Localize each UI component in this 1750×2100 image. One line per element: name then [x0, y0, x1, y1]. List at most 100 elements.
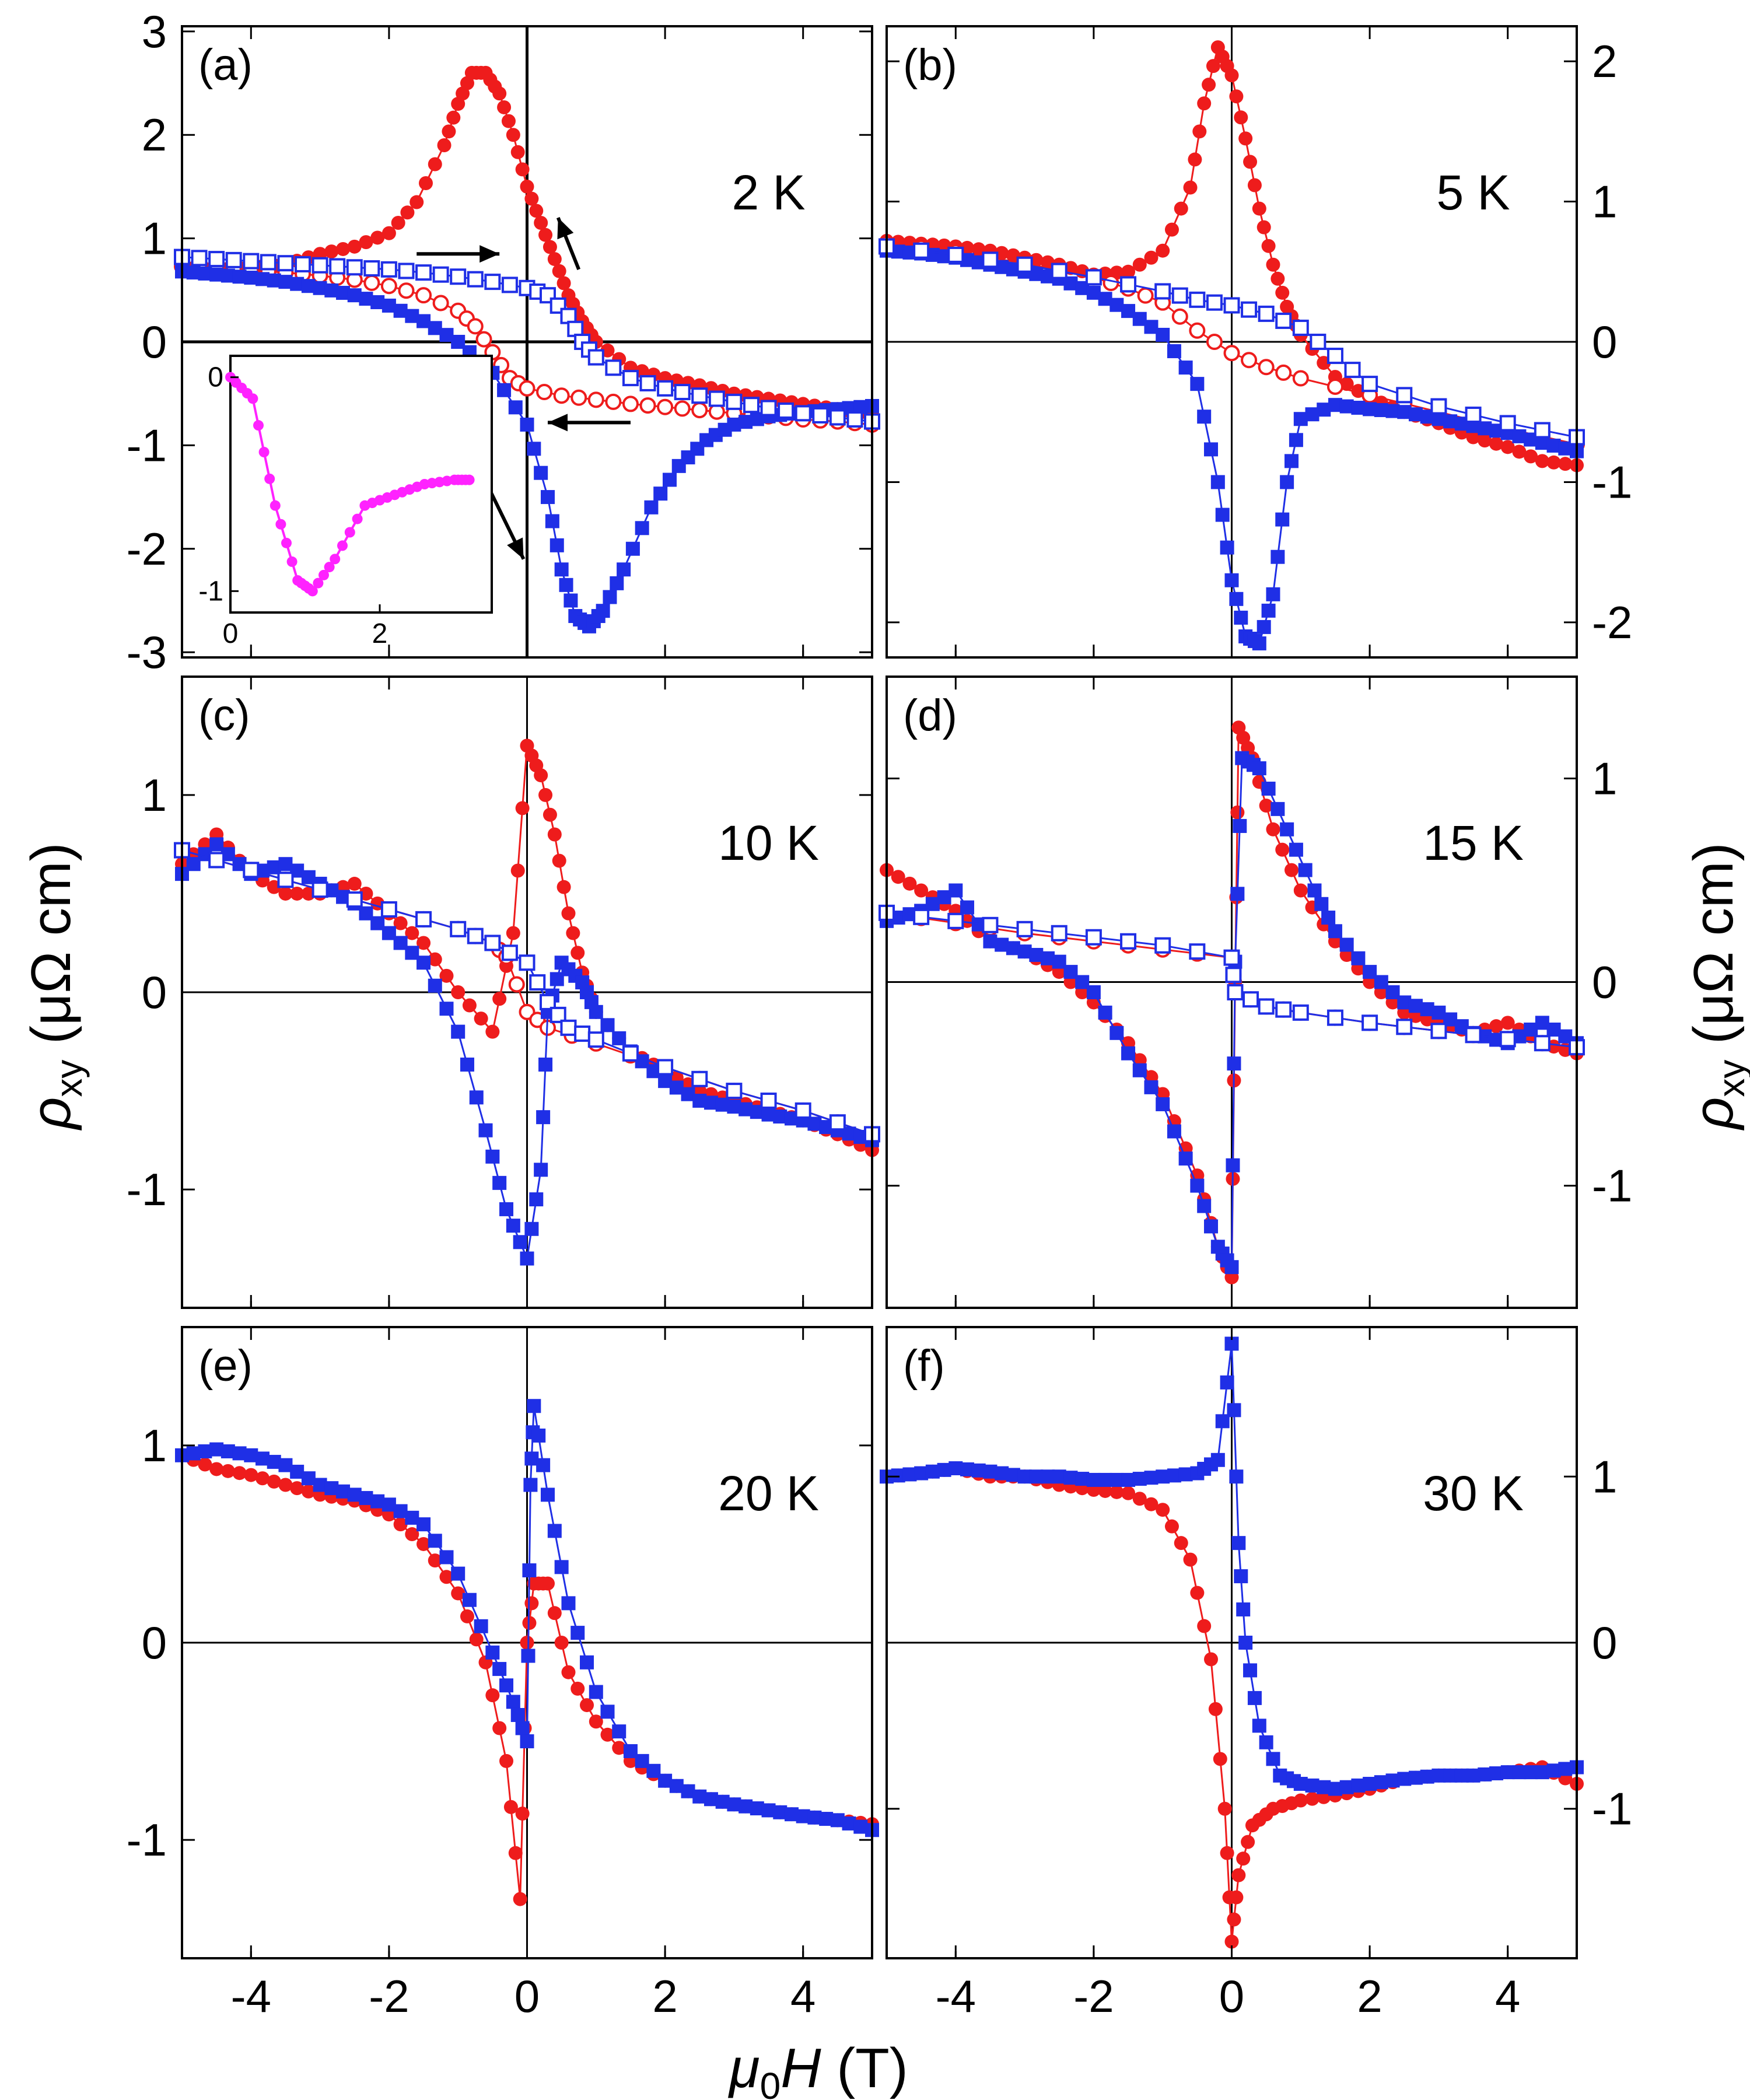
- data-point: [467, 928, 484, 944]
- data-point: [1016, 256, 1033, 273]
- data-point: [547, 1524, 562, 1538]
- data-point: [622, 396, 639, 412]
- data-point: [346, 891, 363, 908]
- data-point: [1016, 921, 1033, 937]
- data-point: [1261, 239, 1276, 253]
- data-point: [612, 1031, 626, 1045]
- data-point: [1231, 1868, 1246, 1882]
- data-point: [478, 1123, 493, 1138]
- data-point: [1500, 1016, 1515, 1030]
- data-point: [1242, 991, 1259, 1008]
- data-point: [1190, 377, 1205, 391]
- data-point: [1512, 444, 1527, 459]
- data-point: [982, 251, 999, 268]
- data-point: [521, 1648, 536, 1663]
- data-point: [450, 268, 467, 285]
- data-point: [428, 978, 442, 993]
- data-point: [538, 788, 553, 802]
- data-point: [290, 276, 304, 291]
- data-point: [914, 883, 929, 898]
- data-point: [1229, 592, 1244, 606]
- data-point: [462, 1592, 477, 1607]
- panel-b: -2 -1 0 1 2 (b) 5 K: [878, 25, 1632, 659]
- data-point: [566, 926, 580, 940]
- data-point: [639, 374, 656, 391]
- panel-d: -1 0 1 (d) 15 K: [878, 676, 1632, 1309]
- data-point: [1256, 620, 1271, 634]
- data-point: [542, 240, 557, 254]
- data-point: [1465, 1027, 1482, 1044]
- data-point: [370, 230, 385, 245]
- data-point: [545, 514, 559, 528]
- data-point: [1256, 220, 1271, 235]
- data-point: [1546, 455, 1561, 470]
- data-point: [580, 1655, 594, 1670]
- data-point: [1178, 1152, 1193, 1166]
- data-point: [416, 1536, 431, 1551]
- data-point: [1098, 1005, 1112, 1020]
- data-point: [527, 1399, 541, 1413]
- inset-data-point: [264, 473, 275, 484]
- data-point: [1266, 1752, 1280, 1766]
- data-point: [1206, 59, 1220, 74]
- inset-data-point: [253, 420, 264, 431]
- data-point: [513, 1235, 527, 1250]
- data-point: [540, 1488, 555, 1502]
- temperature-label: 20 K: [718, 1466, 819, 1521]
- temperature-label: 2 K: [732, 165, 806, 220]
- inset-x-tick-label: 2: [372, 618, 388, 649]
- data-point: [1326, 348, 1343, 365]
- data-point: [506, 1219, 520, 1233]
- data-point: [610, 576, 624, 590]
- data-point: [596, 604, 610, 618]
- data-point: [1489, 1019, 1503, 1034]
- data-point: [515, 1807, 530, 1821]
- data-point: [1241, 352, 1258, 369]
- data-point: [380, 278, 397, 295]
- data-point: [1225, 967, 1242, 984]
- data-point: [501, 114, 516, 128]
- data-point: [515, 1721, 530, 1735]
- data-point: [415, 287, 432, 304]
- data-point: [662, 473, 677, 487]
- y-tick-label: 0: [1592, 316, 1617, 368]
- data-point: [519, 380, 536, 397]
- data-point: [1534, 422, 1550, 439]
- x-tick-label: -4: [936, 1971, 976, 2022]
- data-point: [474, 1012, 488, 1026]
- data-point: [380, 901, 397, 918]
- data-point: [267, 1474, 281, 1489]
- data-point: [1213, 1752, 1227, 1766]
- y-tick-label: 2: [1592, 36, 1617, 87]
- data-point: [1307, 883, 1322, 898]
- data-point: [561, 906, 576, 921]
- data-point: [913, 908, 930, 925]
- data-point: [439, 1550, 454, 1564]
- data-point: [510, 145, 525, 159]
- data-point: [522, 1563, 537, 1578]
- data-point: [1178, 360, 1193, 375]
- data-point: [1234, 1569, 1248, 1584]
- data-point: [1236, 1852, 1251, 1866]
- series-blue-square-filled: [880, 1336, 1584, 1796]
- data-point: [605, 359, 622, 376]
- data-point: [1110, 1026, 1124, 1040]
- data-point: [510, 1707, 525, 1722]
- data-point: [1192, 124, 1207, 139]
- data-point: [198, 1457, 212, 1472]
- data-point: [1292, 319, 1309, 336]
- data-point: [1266, 587, 1280, 601]
- data-point: [1227, 1403, 1241, 1418]
- data-point: [1189, 322, 1206, 339]
- data-point: [499, 1202, 514, 1216]
- x-tick-label: 2: [652, 1971, 677, 2022]
- data-point: [534, 768, 548, 783]
- data-point: [290, 886, 304, 901]
- arrow-head: [557, 218, 574, 240]
- data-point: [635, 521, 649, 536]
- data-point: [1252, 761, 1266, 776]
- x-tick-label: 2: [1357, 1971, 1382, 2022]
- data-point: [1220, 1846, 1234, 1860]
- data-point: [1292, 1004, 1309, 1021]
